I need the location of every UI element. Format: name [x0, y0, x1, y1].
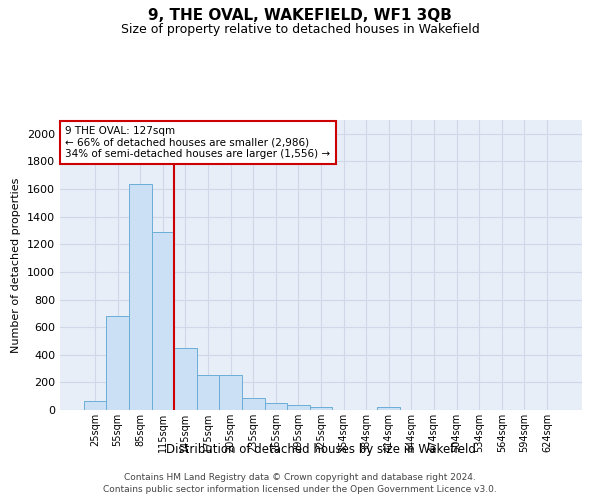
Bar [84, 401, 106, 410]
Text: Distribution of detached houses by size in Wakefield: Distribution of detached houses by size … [166, 442, 476, 456]
Bar [174, 348, 197, 410]
Bar [152, 232, 174, 410]
Bar [265, 403, 287, 410]
Bar [106, 316, 129, 410]
Text: 9 THE OVAL: 127sqm
← 66% of detached houses are smaller (2,986)
34% of semi-deta: 9 THE OVAL: 127sqm ← 66% of detached hou… [65, 126, 331, 159]
Bar [310, 406, 332, 410]
Text: 9, THE OVAL, WAKEFIELD, WF1 3QB: 9, THE OVAL, WAKEFIELD, WF1 3QB [148, 8, 452, 22]
Bar [220, 376, 242, 410]
Bar [377, 406, 400, 410]
Bar [129, 184, 152, 410]
Bar [197, 376, 220, 410]
Bar [287, 405, 310, 410]
Text: Size of property relative to detached houses in Wakefield: Size of property relative to detached ho… [121, 22, 479, 36]
Text: Contains public sector information licensed under the Open Government Licence v3: Contains public sector information licen… [103, 485, 497, 494]
Bar [242, 398, 265, 410]
Y-axis label: Number of detached properties: Number of detached properties [11, 178, 22, 352]
Text: Contains HM Land Registry data © Crown copyright and database right 2024.: Contains HM Land Registry data © Crown c… [124, 472, 476, 482]
